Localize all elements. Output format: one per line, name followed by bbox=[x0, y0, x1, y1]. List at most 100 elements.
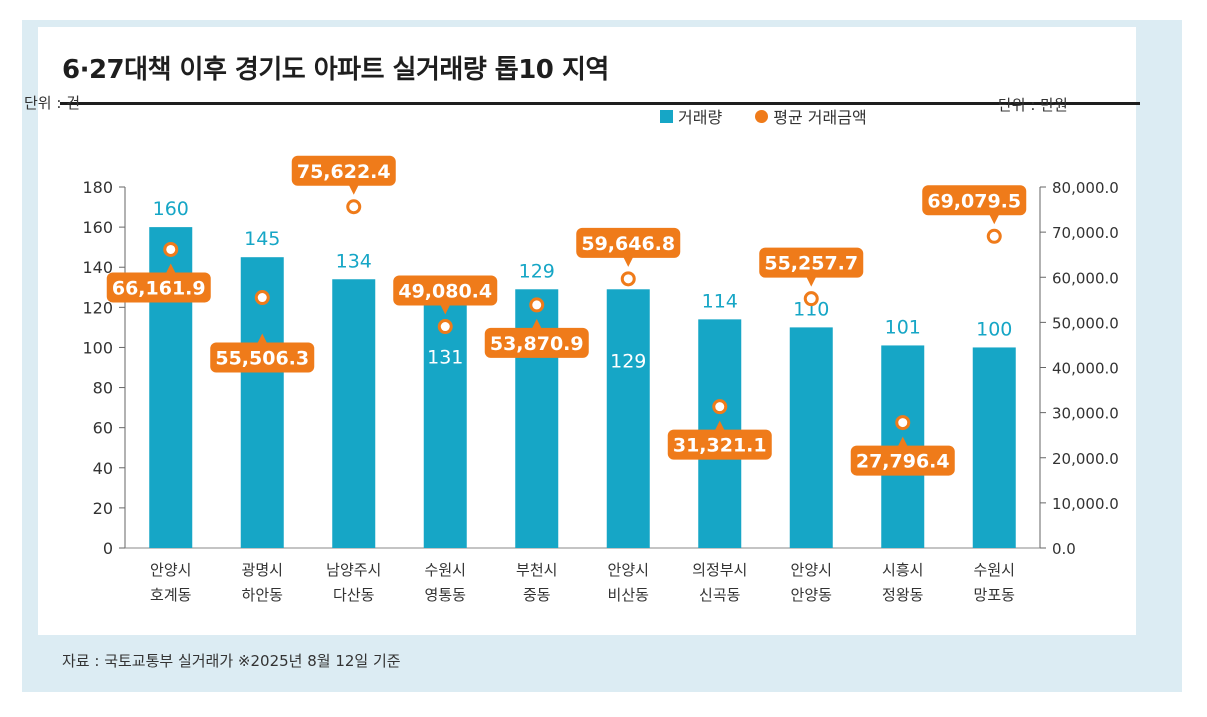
price-point bbox=[437, 319, 453, 335]
volume-value-label: 101 bbox=[885, 316, 921, 338]
right-tick-label: 50,000.0 bbox=[1052, 314, 1119, 332]
price-point bbox=[254, 290, 270, 306]
category-label-city: 시흥시 bbox=[882, 561, 923, 579]
price-callout-pointer bbox=[623, 256, 634, 267]
price-callout-pointer bbox=[714, 420, 725, 431]
left-tick-label: 140 bbox=[82, 258, 113, 277]
category-label-dong: 영통동 bbox=[425, 586, 467, 604]
price-callout-box bbox=[106, 272, 211, 303]
legend-label-price: 평균 거래금액 bbox=[773, 108, 867, 127]
category-label-city: 안양시 bbox=[791, 561, 832, 579]
price-value-label: 55,506.3 bbox=[215, 348, 309, 370]
right-tick-label: 30,000.0 bbox=[1052, 405, 1119, 423]
chart-title: 6·27대책 이후 경기도 아파트 실거래량 톱10 지역 bbox=[62, 55, 609, 85]
price-value-label: 49,080.4 bbox=[398, 281, 492, 303]
price-point bbox=[895, 415, 911, 431]
category-label-dong: 정왕동 bbox=[882, 586, 924, 604]
price-callout-box bbox=[291, 155, 396, 186]
legend-label-volume: 거래량 bbox=[678, 108, 723, 127]
right-axis-unit: 단위 : 만원 bbox=[998, 96, 1068, 114]
right-tick-label: 70,000.0 bbox=[1052, 224, 1119, 242]
category-label-dong: 하안동 bbox=[242, 586, 284, 604]
volume-bar bbox=[789, 327, 833, 548]
price-callout-box bbox=[393, 275, 498, 306]
right-tick-label: 80,000.0 bbox=[1052, 179, 1119, 197]
category-label-dong: 망포동 bbox=[974, 586, 1016, 604]
price-value-label: 75,622.4 bbox=[297, 161, 391, 183]
price-callout-pointer bbox=[165, 263, 176, 274]
right-tick-label: 20,000.0 bbox=[1052, 450, 1119, 468]
left-tick-label: 20 bbox=[93, 499, 113, 518]
price-value-label: 66,161.9 bbox=[112, 277, 206, 299]
category-label-city: 수원시 bbox=[974, 561, 1015, 579]
category-label-city: 부천시 bbox=[516, 561, 557, 579]
price-callout-pointer bbox=[989, 214, 1000, 225]
category-label-dong: 호계동 bbox=[150, 586, 192, 604]
legend-point-swatch bbox=[755, 109, 769, 123]
category-label-city: 광명시 bbox=[242, 561, 283, 579]
price-callout-pointer bbox=[440, 304, 451, 315]
category-label-dong: 안양동 bbox=[791, 586, 833, 604]
price-point bbox=[620, 271, 636, 287]
left-tick-label: 180 bbox=[82, 178, 113, 197]
price-point bbox=[346, 199, 362, 215]
legend-item-volume: 거래량 bbox=[660, 104, 722, 128]
category-label-dong: 중동 bbox=[523, 586, 551, 604]
price-callout-pointer bbox=[897, 436, 908, 447]
price-point bbox=[163, 241, 179, 257]
category-label-dong: 신곡동 bbox=[699, 586, 741, 604]
price-point bbox=[529, 297, 545, 313]
category-label-dong: 다산동 bbox=[333, 586, 375, 604]
price-callout-pointer bbox=[806, 276, 817, 287]
price-callout-pointer bbox=[348, 184, 359, 195]
price-point bbox=[712, 399, 728, 415]
price-point bbox=[986, 228, 1002, 244]
left-tick-label: 40 bbox=[93, 459, 113, 478]
price-point bbox=[803, 291, 819, 307]
volume-value-label: 131 bbox=[427, 346, 463, 368]
left-tick-label: 100 bbox=[82, 338, 113, 357]
price-callout-pointer bbox=[257, 333, 268, 344]
category-label-city: 안양시 bbox=[608, 561, 649, 579]
volume-bar bbox=[332, 279, 376, 548]
volume-bar bbox=[972, 347, 1016, 548]
price-value-label: 55,257.7 bbox=[764, 253, 858, 275]
left-tick-label: 0 bbox=[103, 539, 113, 558]
price-callout-box bbox=[667, 429, 772, 460]
right-tick-label: 10,000.0 bbox=[1052, 495, 1119, 513]
price-value-label: 53,870.9 bbox=[490, 333, 584, 355]
price-callout-pointer bbox=[531, 318, 542, 329]
volume-value-label: 100 bbox=[976, 318, 1012, 340]
price-callout-box bbox=[922, 185, 1027, 216]
category-label-city: 의정부시 bbox=[692, 561, 747, 579]
category-label-dong: 비산동 bbox=[608, 586, 650, 604]
price-callout-box bbox=[484, 327, 589, 358]
legend: 거래량 평균 거래금액 bbox=[660, 104, 895, 128]
price-callout-box bbox=[576, 227, 681, 258]
price-value-label: 69,079.5 bbox=[927, 190, 1021, 212]
left-tick-label: 120 bbox=[82, 298, 113, 317]
volume-value-label: 129 bbox=[519, 260, 555, 282]
volume-bar bbox=[606, 289, 650, 548]
price-callout-box bbox=[759, 247, 864, 278]
price-value-label: 59,646.8 bbox=[581, 233, 675, 255]
price-callout-box bbox=[210, 342, 315, 373]
category-label-city: 수원시 bbox=[425, 561, 466, 579]
source-note: 자료 : 국토교통부 실거래가 ※2025년 8월 12일 기준 bbox=[62, 652, 401, 670]
right-tick-label: 60,000.0 bbox=[1052, 269, 1119, 287]
volume-value-label: 145 bbox=[244, 228, 280, 250]
right-tick-label: 0.0 bbox=[1052, 540, 1076, 558]
volume-value-label: 134 bbox=[336, 250, 372, 272]
legend-bar-swatch bbox=[660, 109, 673, 123]
category-label-city: 남양주시 bbox=[326, 561, 381, 579]
volume-value-label: 160 bbox=[153, 198, 189, 220]
left-axis-unit: 단위 : 건 bbox=[24, 94, 80, 112]
title-rule bbox=[60, 102, 1140, 105]
volume-value-label: 129 bbox=[610, 350, 646, 372]
volume-bar bbox=[240, 257, 284, 548]
legend-item-price: 평균 거래금액 bbox=[755, 104, 867, 128]
price-value-label: 27,796.4 bbox=[856, 451, 950, 473]
category-label-city: 안양시 bbox=[150, 561, 191, 579]
right-tick-label: 40,000.0 bbox=[1052, 360, 1119, 378]
